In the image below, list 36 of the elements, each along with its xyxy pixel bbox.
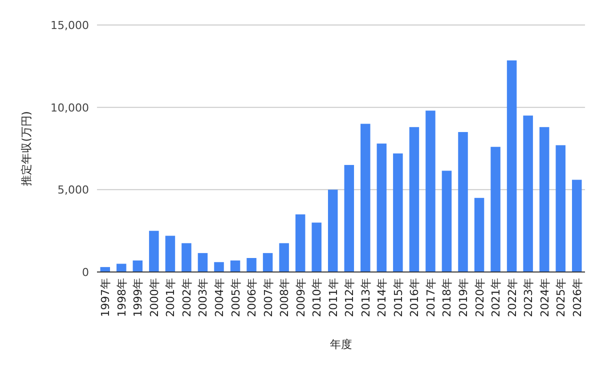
x-tick-label: 2013年 [359, 278, 372, 317]
x-tick-label: 2020年 [473, 278, 486, 317]
x-tick-label: 2006年 [246, 278, 259, 317]
y-axis-title: 推定年収(万円) [20, 111, 33, 186]
y-tick-label: 0 [82, 266, 89, 279]
x-tick-label: 2008年 [278, 278, 292, 317]
y-tick-label: 5,000 [58, 184, 89, 197]
x-tick-label: 2024年 [538, 278, 552, 317]
x-tick-label: 2007年 [262, 278, 275, 317]
x-tick-label: 2025年 [554, 278, 568, 317]
x-tick-label: 2021年 [490, 278, 503, 317]
x-tick-label: 2002年 [180, 278, 194, 317]
x-tick-label: 2012年 [343, 278, 356, 317]
x-tick-label: 1999年 [132, 278, 145, 317]
y-tick-label: 10,000 [50, 101, 89, 114]
x-tick-label: 2019年 [457, 278, 470, 317]
x-tick-label: 2005年 [229, 278, 242, 317]
x-tick-label: 2015年 [392, 278, 405, 317]
x-tick-label: 2016年 [408, 278, 422, 317]
x-tick-label: 2003年 [196, 278, 210, 317]
x-tick-label: 2010年 [310, 278, 324, 317]
x-tick-label: 2014年 [376, 278, 389, 317]
x-tick-label: 2011年 [326, 278, 340, 317]
x-tick-label: 2018年 [440, 278, 454, 317]
x-tick-label: 1997年 [99, 278, 112, 317]
x-tick-label: 2023年 [522, 278, 536, 317]
x-tick-label: 1998年 [115, 278, 128, 317]
x-tick-label: 2017年 [424, 278, 438, 317]
x-tick-label: 2004年 [213, 278, 226, 317]
x-tick-label: 2001年 [164, 278, 178, 317]
x-tick-label: 2026年 [570, 278, 584, 317]
x-tick-label: 2022年 [506, 278, 519, 317]
x-tick-label: 2009年 [294, 278, 308, 317]
y-tick-label: 15,000 [50, 19, 89, 32]
x-axis-title: 年度 [330, 338, 352, 351]
x-tick-label: 2000年 [148, 278, 161, 317]
